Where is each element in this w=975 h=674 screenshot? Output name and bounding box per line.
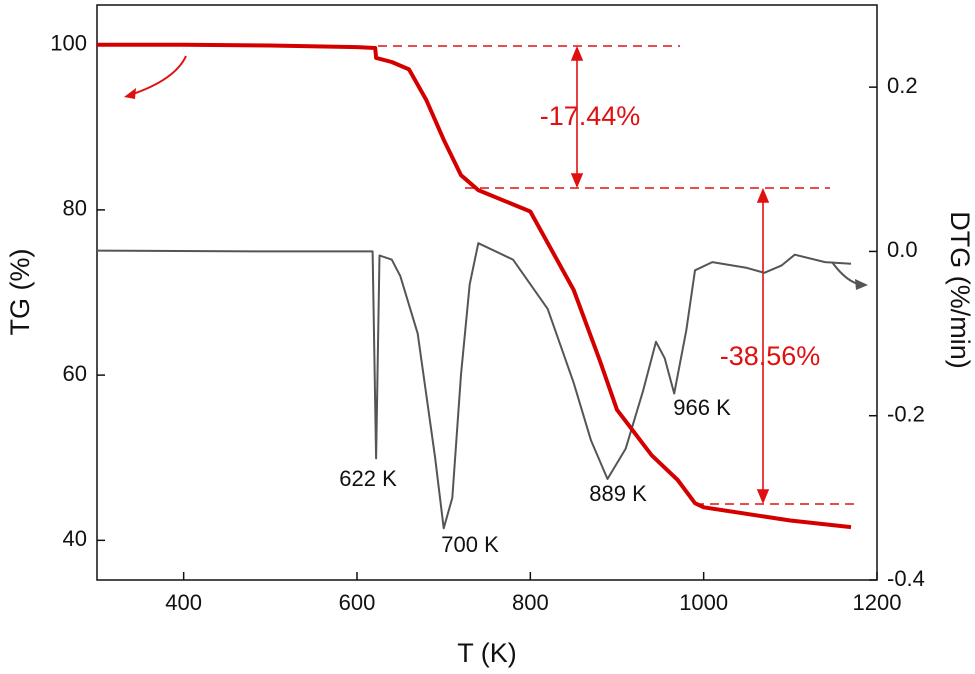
difference-arrows <box>570 45 770 505</box>
x-tick-label: 800 <box>512 590 549 615</box>
dtg-axis-arrow <box>831 261 859 285</box>
annotation: -38.56% <box>720 341 821 371</box>
x-tick-label: 1200 <box>853 590 902 615</box>
y-tick-label: 60 <box>63 361 87 386</box>
tg-line <box>97 42 852 530</box>
y2-tick-label: 0.2 <box>887 73 918 98</box>
y2-tick-label: -0.4 <box>887 566 925 591</box>
annotation: -17.44% <box>540 101 641 131</box>
dtg-line <box>96 242 852 530</box>
annotation: 966 K <box>673 395 731 420</box>
y-axis-title: TG (%) <box>5 249 35 336</box>
annotation: 622 K <box>339 466 397 491</box>
reference-lines <box>378 45 860 505</box>
x-axis-title: T (K) <box>457 638 517 668</box>
annotation: 700 K <box>441 532 499 557</box>
y-tick-label: 40 <box>63 526 87 551</box>
y2-tick-label: 0.0 <box>887 237 918 262</box>
x-tick-label: 400 <box>165 590 202 615</box>
y2-axis-title: DTG (%/min) <box>945 211 975 369</box>
dtg-axis-arrowhead <box>855 279 868 290</box>
y-tick-label: 100 <box>50 30 87 55</box>
annotation: 889 K <box>589 481 647 506</box>
tg-axis-arrow <box>129 55 187 96</box>
x-tick-label: 600 <box>339 590 376 615</box>
plot-frame <box>96 4 878 581</box>
x-tick-label: 1000 <box>679 590 728 615</box>
y-tick-label: 80 <box>63 196 87 221</box>
y2-tick-label: -0.2 <box>887 402 925 427</box>
tg-axis-arrowhead <box>124 88 136 99</box>
